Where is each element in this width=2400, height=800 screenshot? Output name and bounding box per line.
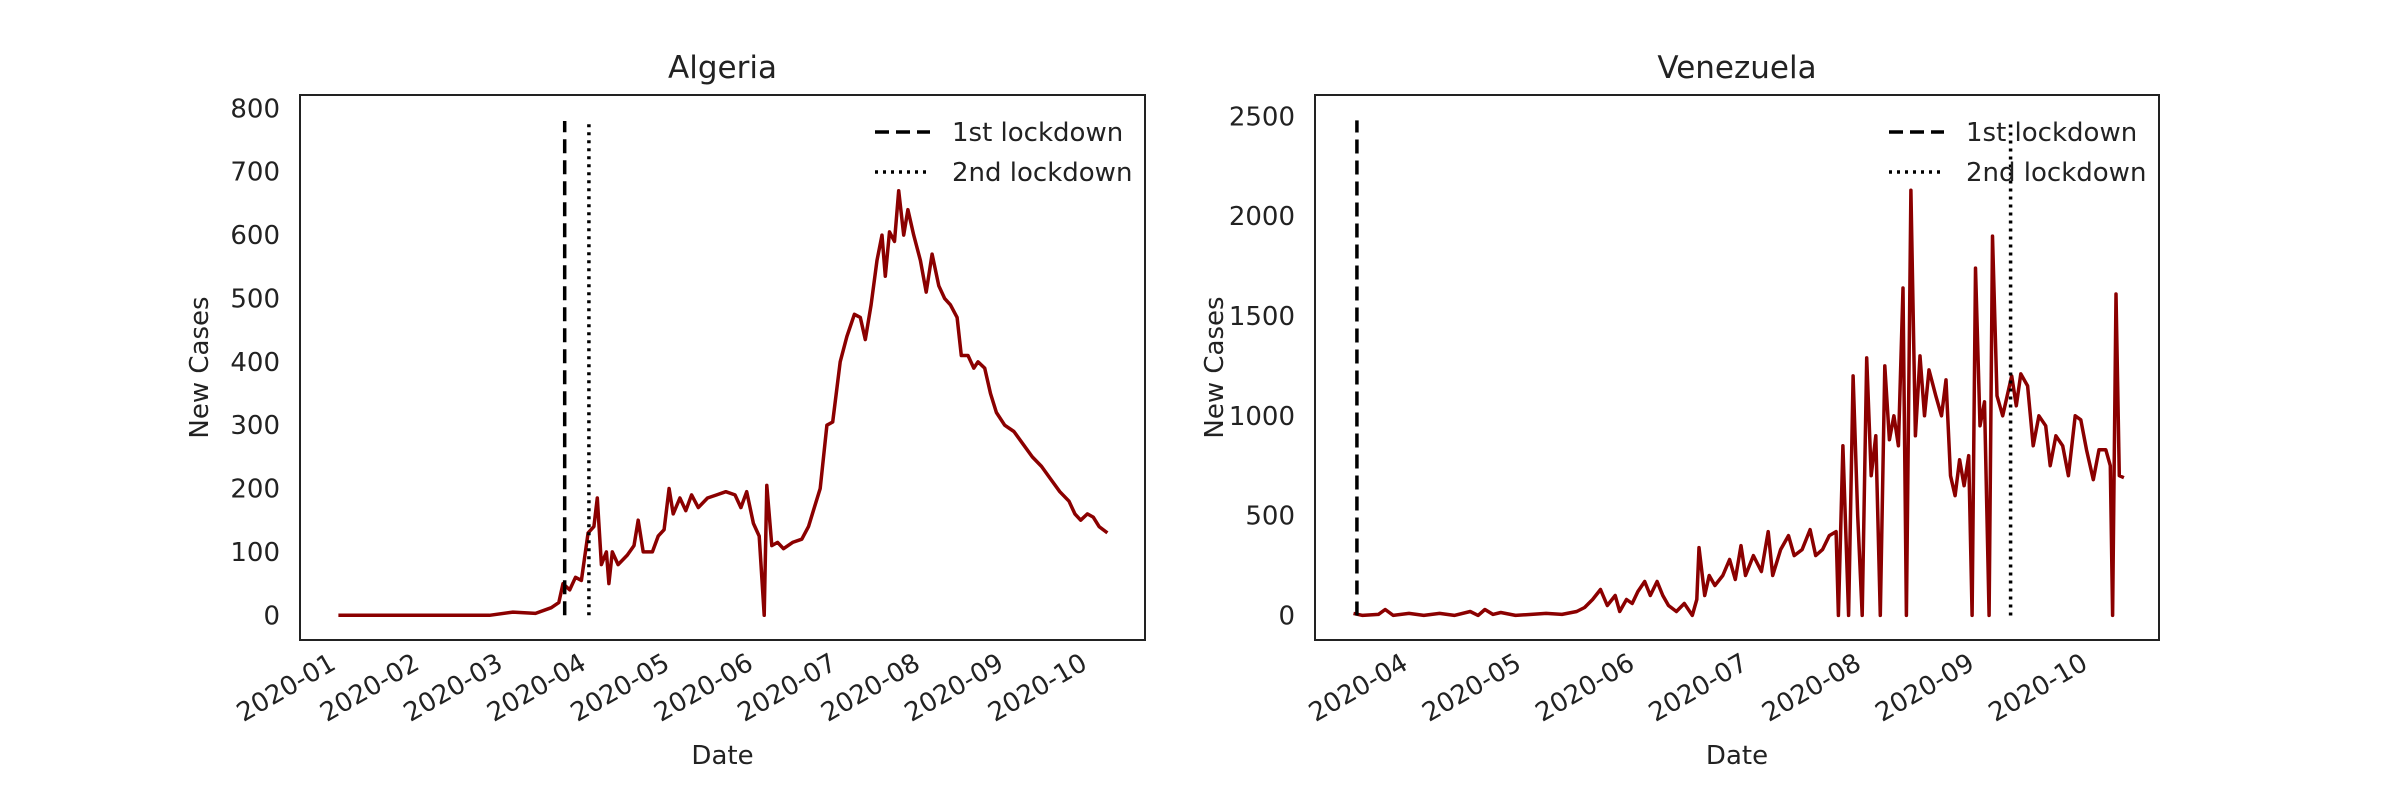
x-tick-label: 2020-08 (1757, 648, 1866, 728)
chart-title: Algeria (668, 50, 777, 86)
y-tick-label: 1000 (1229, 402, 1295, 432)
legend-label: 1st lockdown (952, 118, 1123, 148)
y-tick-label: 0 (1278, 601, 1295, 631)
y-tick-label: 800 (230, 94, 280, 124)
y-tick-label: 100 (230, 538, 280, 568)
y-tick-label: 2500 (1229, 102, 1295, 132)
y-tick-label: 400 (230, 348, 280, 378)
legend-label: 1st lockdown (1966, 118, 2137, 148)
y-tick-label: 300 (230, 411, 280, 441)
legend-label: 2nd lockdown (1966, 158, 2146, 188)
x-tick-label: 2020-10 (1984, 648, 2093, 728)
y-tick-label: 700 (230, 158, 280, 188)
x-tick-label: 2020-06 (1531, 648, 1640, 728)
y-tick-label: 500 (230, 284, 280, 314)
y-tick-label: 2000 (1229, 202, 1295, 232)
y-tick-label: 200 (230, 475, 280, 505)
x-tick-label: 2020-05 (1417, 648, 1526, 728)
y-tick-label: 1500 (1229, 302, 1295, 332)
x-tick-label: 2020-09 (1870, 648, 1979, 728)
data-line (1353, 188, 2125, 618)
legend-label: 2nd lockdown (952, 158, 1132, 188)
y-tick-label: 500 (1245, 502, 1295, 532)
axes-frame (1314, 94, 2160, 641)
x-tick-label: 2020-04 (1304, 648, 1413, 728)
x-tick-label: 2020-07 (1644, 648, 1753, 728)
data-line (338, 188, 1109, 618)
y-tick-label: 0 (263, 601, 280, 631)
x-axis-label: Date (691, 741, 753, 771)
axes-frame (299, 94, 1146, 641)
y-axis-label: New Cases (185, 296, 215, 438)
y-tick-label: 600 (230, 221, 280, 251)
x-axis-label: Date (1706, 741, 1768, 771)
chart-title: Venezuela (1657, 50, 1816, 86)
y-axis-label: New Cases (1200, 296, 1230, 438)
